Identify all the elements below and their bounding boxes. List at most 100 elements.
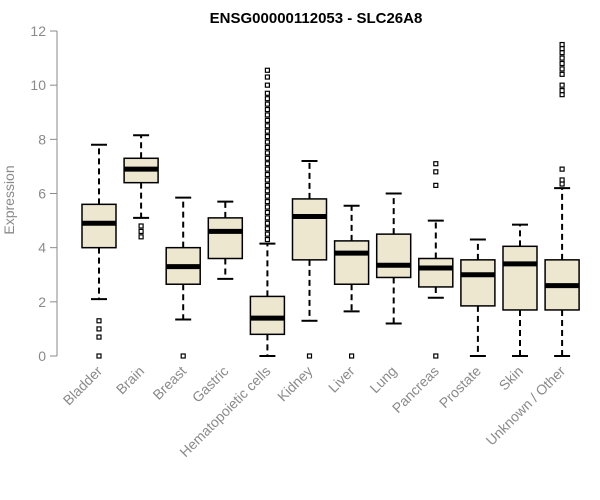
outlier-point <box>264 82 270 88</box>
outlier-point <box>138 234 144 240</box>
outlier-point <box>264 220 270 226</box>
iqr-box <box>460 259 496 307</box>
y-tick-label: 12 <box>30 23 46 39</box>
outlier-point <box>264 231 270 237</box>
outlier-point <box>264 74 270 80</box>
outlier-point <box>559 177 565 183</box>
box-liver <box>333 204 370 359</box>
box-skin <box>502 223 538 357</box>
outlier-point <box>264 123 270 129</box>
outlier-point <box>349 353 355 359</box>
outlier-point <box>264 144 270 151</box>
iqr-box <box>291 198 328 261</box>
box-pancreas <box>418 161 454 359</box>
outlier-point <box>559 55 565 61</box>
iqr-box <box>249 295 286 336</box>
outlier-point <box>559 82 565 88</box>
outlier-point <box>264 204 270 210</box>
outlier-point <box>264 67 270 73</box>
y-tick-label: 4 <box>38 240 46 256</box>
x-tick-label: Kidney <box>274 363 316 405</box>
outlier-point <box>180 353 186 359</box>
box-brain <box>123 134 159 240</box>
outlier-point <box>264 90 270 96</box>
x-tick-label: Breast <box>149 363 189 403</box>
outlier-point <box>264 226 270 232</box>
chart-title: ENSG00000112053 - SLC26A8 <box>210 10 423 27</box>
outlier-point <box>264 139 270 145</box>
outlier-point <box>264 236 270 243</box>
iqr-box <box>333 240 370 285</box>
y-tick-label: 10 <box>30 77 46 93</box>
outlier-point <box>96 353 102 359</box>
x-tick-label: Bladder <box>60 363 106 409</box>
outlier-point <box>264 106 270 113</box>
outlier-point <box>559 41 565 48</box>
x-tick-label: Unknown / Other <box>483 363 569 449</box>
outlier-point <box>96 334 102 340</box>
outlier-point <box>433 169 439 175</box>
outlier-point <box>559 50 565 56</box>
box-lung <box>375 192 412 325</box>
y-tick-label: 0 <box>38 348 46 364</box>
outlier-point <box>264 112 270 118</box>
x-tick-label: Brain <box>113 363 147 397</box>
outlier-point <box>264 177 270 183</box>
outlier-point <box>264 215 270 221</box>
outlier-point <box>559 71 565 77</box>
outlier-point <box>559 60 565 67</box>
outlier-point <box>138 223 144 229</box>
outlier-point <box>264 150 270 156</box>
outlier-point <box>264 96 270 102</box>
outlier-point <box>264 161 270 167</box>
iqr-box <box>502 245 538 311</box>
y-axis-title: Expression <box>1 165 17 234</box>
outlier-point <box>264 199 270 205</box>
iqr-box <box>418 257 454 288</box>
outlier-point <box>559 66 565 72</box>
outlier-point <box>433 353 439 359</box>
outlier-point <box>264 155 270 161</box>
outlier-point <box>264 128 270 134</box>
iqr-box <box>207 217 244 260</box>
x-tick-label: Lung <box>366 363 399 396</box>
y-tick-label: 6 <box>38 186 46 202</box>
outlier-point <box>559 181 565 187</box>
outlier-point <box>433 182 439 188</box>
y-axis: 0 2 4 6 8 10 12 <box>30 23 58 364</box>
outlier-point <box>264 166 270 172</box>
outlier-point <box>559 46 565 52</box>
box-kidney <box>291 160 328 359</box>
box-prostate <box>460 238 496 357</box>
outlier-point <box>559 166 565 172</box>
x-tick-label: Liver <box>325 363 358 396</box>
x-tick-label: Skin <box>496 363 527 394</box>
outlier-point <box>433 161 439 167</box>
outlier-point <box>306 353 313 359</box>
outlier-point <box>559 87 565 94</box>
outlier-point <box>96 326 102 332</box>
outlier-point <box>138 228 144 235</box>
outlier-point <box>264 209 270 216</box>
outlier-point <box>264 171 270 178</box>
outlier-point <box>264 188 270 194</box>
outlier-point <box>264 134 270 140</box>
boxes <box>81 41 580 359</box>
outlier-point <box>264 182 270 188</box>
y-tick-label: 2 <box>38 294 46 310</box>
outlier-point <box>264 101 270 107</box>
outlier-point <box>559 92 565 98</box>
box-unknown-other <box>544 41 580 357</box>
x-tick-label: Pancreas <box>389 363 442 416</box>
y-tick-label: 8 <box>38 131 46 147</box>
iqr-box <box>375 233 412 279</box>
outlier-point <box>264 193 270 199</box>
outlier-point <box>264 117 270 123</box>
box-gastric <box>207 200 244 280</box>
box-bladder <box>81 143 117 359</box>
box-breast <box>165 196 201 359</box>
outlier-point <box>96 318 102 324</box>
x-tick-label: Prostate <box>436 363 484 411</box>
